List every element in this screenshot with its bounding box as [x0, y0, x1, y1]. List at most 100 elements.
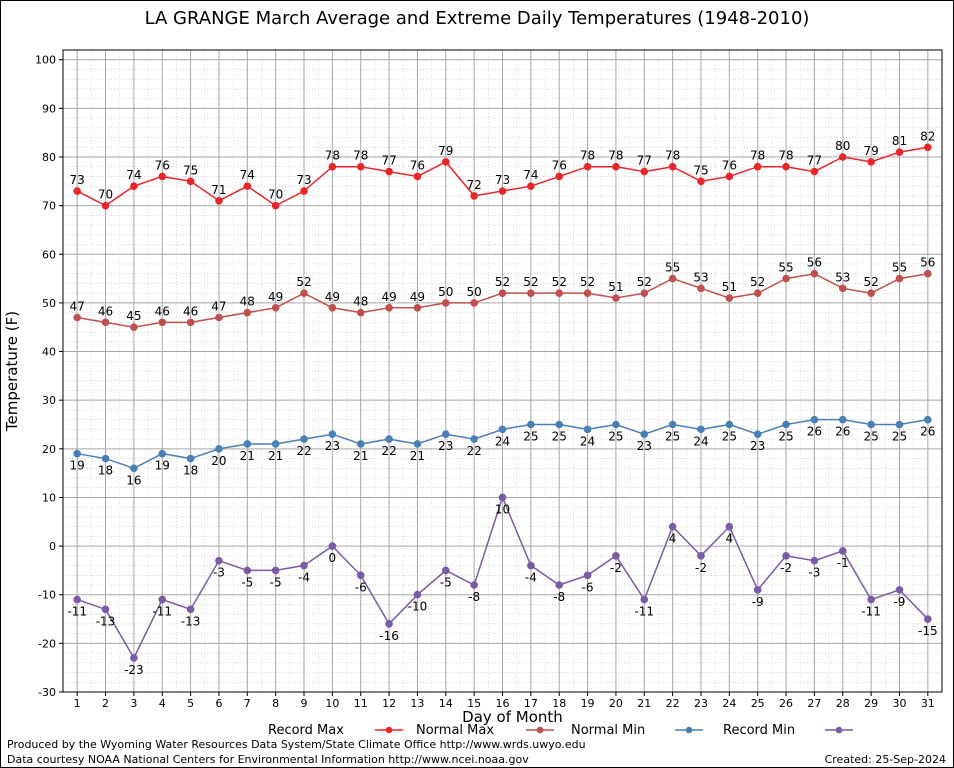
y-tick-label: 20 [42, 443, 56, 456]
data-point [867, 289, 875, 297]
data-point [867, 158, 875, 166]
data-point [215, 445, 223, 453]
x-tick-label: 5 [187, 697, 194, 710]
x-tick-label: 31 [921, 697, 935, 710]
data-label: -2 [610, 561, 622, 575]
data-label: 25 [665, 430, 680, 444]
legend-swatch-marker [835, 726, 843, 734]
data-label: 50 [438, 285, 453, 299]
data-point [612, 294, 620, 302]
data-label: 24 [693, 434, 708, 448]
data-point [640, 167, 649, 176]
y-tick-label: 50 [42, 297, 56, 310]
data-label: 81 [892, 134, 907, 148]
data-label: 25 [722, 430, 737, 444]
data-point [498, 425, 507, 434]
data-label: -9 [893, 595, 905, 609]
data-label: 56 [807, 256, 822, 270]
data-point [356, 571, 365, 580]
data-label: 46 [155, 304, 170, 318]
data-point [725, 294, 734, 302]
data-label: 52 [296, 275, 311, 289]
data-point [300, 561, 308, 570]
data-label: -3 [213, 566, 225, 580]
data-label: 52 [580, 275, 595, 289]
x-tick-label: 29 [864, 697, 878, 710]
x-tick-label: 25 [751, 697, 765, 710]
data-point [725, 522, 734, 531]
data-label: 77 [381, 154, 396, 168]
legend-label: Normal Max [416, 723, 494, 738]
legend-label: Record Min [723, 723, 795, 738]
data-label: 73 [495, 173, 510, 187]
data-label: -11 [861, 605, 881, 619]
data-point [413, 440, 422, 448]
data-point [498, 289, 507, 297]
data-label: -6 [355, 580, 367, 594]
x-tick-label: 23 [694, 697, 708, 710]
data-label: 26 [835, 425, 850, 439]
data-label: 45 [126, 309, 141, 323]
data-label: -11 [634, 605, 654, 619]
y-tick-label: 60 [42, 248, 56, 261]
data-point [498, 187, 507, 195]
data-label: 48 [240, 295, 255, 309]
data-point [782, 552, 790, 560]
data-point [300, 289, 308, 297]
legend-item: Record Max [268, 723, 403, 738]
data-point [300, 435, 308, 443]
data-label: 4 [669, 532, 677, 546]
data-point [73, 595, 81, 604]
y-tick-label: 70 [42, 200, 56, 213]
y-tick-label: 30 [42, 394, 56, 407]
data-label: 52 [750, 275, 765, 289]
data-point [867, 420, 875, 429]
y-tick-label: 0 [49, 540, 56, 553]
data-label: 23 [750, 439, 765, 453]
data-point [838, 415, 847, 424]
data-point [924, 269, 932, 278]
data-point [668, 162, 677, 171]
data-point [130, 464, 138, 473]
data-point [668, 420, 677, 429]
data-point [810, 556, 819, 565]
data-label: 18 [98, 464, 113, 478]
data-point [215, 313, 223, 322]
data-point [697, 552, 705, 560]
data-point [612, 162, 620, 171]
data-point [130, 654, 138, 662]
x-tick-label: 26 [779, 697, 793, 710]
series-normal-min: 19 18 16 19 18 20 21 21 22 23 21 22 21 23 22 24 25 25 24 25… [70, 415, 935, 487]
data-point [101, 605, 110, 614]
data-label: 20 [211, 454, 226, 468]
data-label: 16 [126, 473, 141, 487]
data-point [895, 274, 904, 283]
data-point [924, 143, 932, 152]
data-label: 19 [70, 459, 85, 473]
data-point [158, 172, 167, 181]
data-point [441, 566, 450, 575]
x-tick-label: 22 [666, 697, 680, 710]
data-point [243, 566, 252, 575]
x-tick-label: 11 [354, 697, 368, 710]
data-point [527, 420, 535, 429]
x-tick-label: 3 [130, 697, 137, 710]
data-point [356, 440, 365, 448]
data-point [356, 308, 365, 317]
data-point [753, 430, 762, 439]
data-point [243, 440, 252, 448]
x-tick-label: 30 [892, 697, 906, 710]
data-point [328, 303, 337, 312]
footer-produced-by: Produced by the Wyoming Water Resources … [7, 738, 586, 751]
data-point [583, 162, 592, 171]
y-tick-label: 80 [42, 151, 56, 164]
data-point [441, 299, 450, 307]
data-label: -2 [780, 561, 792, 575]
data-point [640, 595, 649, 604]
chart-title: LA GRANGE March Average and Extreme Dail… [144, 8, 810, 29]
data-label: 25 [892, 430, 907, 444]
x-tick-label: 17 [524, 697, 538, 710]
data-point [527, 289, 535, 297]
data-label: -13 [96, 614, 116, 628]
data-label: 21 [410, 449, 425, 463]
